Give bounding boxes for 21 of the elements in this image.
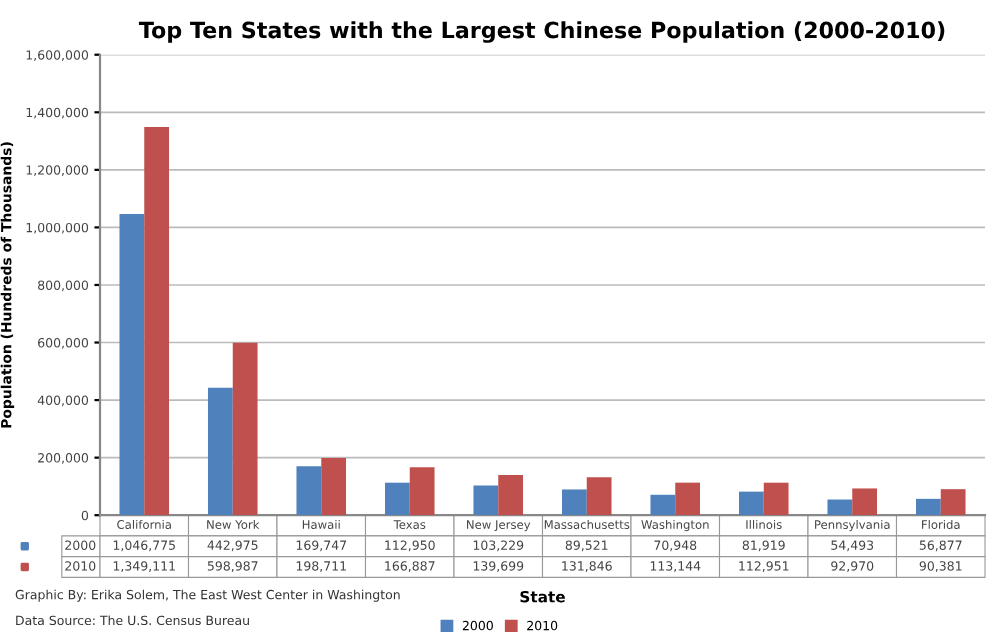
bar	[232, 342, 258, 516]
bar	[852, 488, 878, 516]
bar	[650, 494, 676, 516]
bar	[119, 213, 145, 516]
bar	[915, 498, 941, 516]
bar	[498, 475, 524, 516]
chart-title: Top Ten States with the Largest Chinese Population (2000-2010)	[138, 21, 945, 43]
bar	[144, 126, 170, 516]
bar	[321, 458, 347, 516]
bar	[940, 489, 966, 516]
bar	[738, 491, 764, 516]
bar	[586, 477, 612, 516]
bar	[296, 466, 322, 516]
bar	[675, 482, 701, 516]
bar	[384, 482, 410, 516]
bar	[207, 387, 233, 516]
bar	[827, 499, 853, 516]
bar	[473, 485, 499, 516]
bar	[763, 482, 789, 516]
bar	[409, 467, 435, 516]
bar	[561, 489, 587, 516]
